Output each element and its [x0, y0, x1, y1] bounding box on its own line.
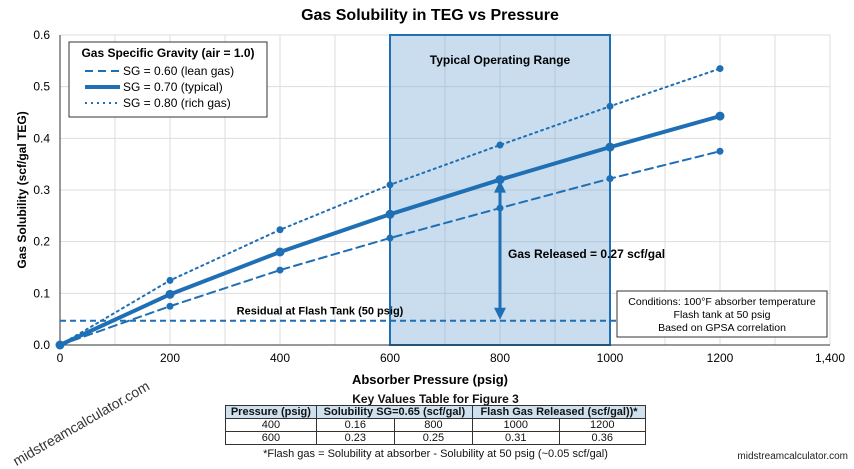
data-point: [276, 226, 284, 234]
conditions-text: Conditions: 100°F absorber temperature: [628, 296, 816, 308]
x-tick-label: 1,400: [815, 351, 845, 365]
x-tick-label: 600: [380, 351, 400, 365]
chart-title: Gas Solubility in TEG vs Pressure: [301, 7, 559, 24]
arrow-head-up: [494, 180, 506, 193]
y-tick-label: 0.2: [33, 235, 50, 249]
data-point: [385, 209, 395, 219]
data-point: [386, 234, 394, 242]
data-point: [606, 102, 614, 110]
y-tick-label: 0.4: [33, 131, 50, 145]
legend-box: [68, 41, 268, 118]
y-tick-label: 0.1: [33, 286, 50, 300]
data-point: [276, 266, 284, 274]
conditions-text: Based on GPSA correlation: [658, 322, 786, 334]
legend-label: SG = 0.80 (rich gas): [123, 96, 231, 110]
y-tick-label: 0.5: [33, 80, 50, 94]
data-point: [386, 181, 394, 189]
table-cell: 0.23: [315, 431, 395, 445]
data-point: [716, 65, 724, 73]
table-cell: 800: [393, 418, 474, 432]
table-cell: 1200: [558, 418, 646, 432]
x-tick-label: 200: [160, 351, 180, 365]
footer-credit: midstreamcalculator.com: [737, 451, 848, 462]
data-point: [605, 142, 615, 152]
key-values-table: Pressure (psig) Solubility SG=0.65 (scf/…: [225, 405, 646, 445]
arrow-head-down: [494, 307, 506, 320]
y-tick-label: 0.3: [33, 183, 50, 197]
x-tick-label: 1000: [597, 351, 624, 365]
data-point: [166, 302, 174, 310]
table-header: Solubility SG=0.65 (scf/gal): [315, 405, 474, 419]
table-cell: 0.36: [558, 431, 646, 445]
table-cell: 0.25: [393, 431, 474, 445]
legend-label: SG = 0.60 (lean gas): [123, 64, 234, 78]
data-point: [496, 141, 504, 149]
legend-title: Gas Specific Gravity (air = 1.0): [81, 46, 254, 60]
x-axis-label: Absorber Pressure (psig): [352, 372, 508, 387]
table-footnote: *Flash gas = Solubility at absorber - So…: [263, 448, 608, 460]
conditions-box: [616, 290, 828, 338]
data-point: [606, 175, 614, 183]
conditions-text: Flash tank at 50 psig: [674, 309, 771, 321]
gas-released-label: Gas Released = 0.27 scf/gal: [508, 247, 665, 261]
data-point: [715, 111, 725, 121]
table-row: 600 0.23 0.25 0.31 0.36: [225, 431, 646, 445]
legend-label: SG = 0.70 (typical): [123, 80, 223, 94]
x-tick-label: 1200: [707, 351, 734, 365]
table-cell: 0.31: [472, 431, 560, 445]
data-point: [275, 247, 285, 257]
y-tick-label: 0.0: [33, 338, 50, 352]
data-point: [56, 341, 64, 349]
operating-range-label: Typical Operating Range: [430, 53, 571, 67]
table-cell: 1000: [472, 418, 560, 432]
table-header: Flash Gas Released (scf/gal))*: [472, 405, 646, 419]
table-header: Pressure (psig): [225, 405, 317, 419]
y-axis-label: Gas Solubility (scf/gal TEG): [15, 111, 29, 268]
table-cell: 400: [225, 418, 317, 432]
y-tick-label: 0.6: [33, 28, 50, 42]
table-cell: 0.16: [315, 418, 395, 432]
data-point: [716, 147, 724, 155]
data-point: [166, 276, 174, 284]
x-tick-label: 0: [57, 351, 64, 365]
data-point: [165, 289, 175, 299]
data-point: [495, 175, 505, 185]
x-tick-label: 800: [490, 351, 510, 365]
x-tick-label: 400: [270, 351, 290, 365]
table-row: 400 0.16 800 1000 1200: [225, 418, 646, 432]
table-cell: 600: [225, 431, 317, 445]
table-title: Key Values Table for Figure 3: [352, 392, 519, 406]
residual-label: Residual at Flash Tank (50 psig): [237, 306, 404, 318]
